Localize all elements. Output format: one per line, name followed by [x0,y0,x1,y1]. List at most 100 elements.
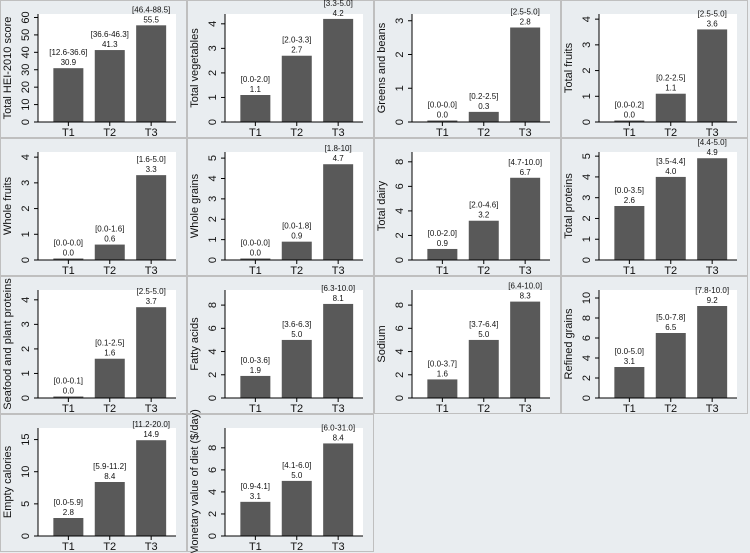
bar [94,50,125,123]
y-tick-label: 4 [394,348,406,354]
value-label: 1.6 [437,369,449,378]
value-label: 4.2 [333,9,345,18]
value-label: 0.0 [250,249,262,258]
bar [53,518,84,536]
range-label: [0.2-2.5] [656,74,685,83]
y-tick-label: 6 [394,183,406,189]
bar [427,248,458,260]
x-tick-label: T1 [623,127,636,139]
y-tick-label: 10 [20,98,32,110]
chart-svg: 0 5 10 15 Empty calories 2.8[0.0-5.9] T1 8.4[5.… [0,414,187,553]
chart-svg: 0 1 2 3 4 Total fruits 0.0[0.0-0.2] T1 1.1[0.2-2… [561,0,748,139]
value-label: 2.8 [63,508,75,517]
range-label: [2.0-4.6] [469,201,498,210]
chart-panel: 0 1 2 3 4 Total vegetables 1.1 [0.0-2.0] T1 2.7 [2… [187,0,374,139]
x-tick-label: T3 [706,127,719,139]
y-tick-label: 3 [207,196,219,202]
chart-svg: 0 1 2 3 4 Whole fruits 0.0[0.0-0.0] T1 0.6[0.0-1… [0,138,187,277]
y-tick-label: 0 [394,395,406,401]
x-tick-label: T3 [706,403,719,415]
y-tick-label: 2 [394,232,406,238]
value-label: 4.0 [665,167,677,176]
value-label: 4.9 [707,148,719,157]
y-tick-label: 4 [581,16,593,22]
chart-svg: 0 1 2 3 4 5 Whole grains 0.0[0.0-0.0] T1 0.9[0.0-… [187,138,374,277]
range-label: [0.0-0.2] [615,101,644,110]
range-label: [2.5-5.0] [697,9,726,18]
y-axis-label: Total dairy [376,180,388,231]
chart-svg: 0 2 4 6 8 Total dairy 0.9[0.0-2.0] T1 3.2[2.0-4.… [374,138,561,277]
value-label: 5.0 [291,471,303,480]
value-label: 2.8 [520,18,532,27]
y-tick-label: 0 [394,119,406,125]
value-label: 1.1 [250,85,262,94]
x-tick-label: T1 [62,127,75,139]
x-tick-label: T1 [623,403,636,415]
chart-panel: 0 2 4 6 8 Monetary value of diet ($/day) 3.1 [0… [187,409,374,553]
bar [281,241,312,260]
bar [510,177,541,260]
chart-panel: 0 1 2 3 4 5 Whole grains 0.0 [0.0-0.0] T1 0.9 [0.0-… [187,138,374,277]
y-tick-label: 2 [581,375,593,381]
bar [53,68,84,122]
x-tick-label: T2 [477,265,490,277]
y-tick-label: 2 [20,206,32,212]
chart-panel: 0 2 4 6 8 Total dairy 0.9 [0.0-2.0] T1 3.2 [2.0-4.… [374,138,561,277]
y-tick-label: 0 [581,257,593,263]
y-tick-label: 5 [581,153,593,159]
y-axis-label: Refined grains [563,308,575,379]
y-tick-label: 4 [581,174,593,180]
x-tick-label: T2 [103,265,116,277]
bar [240,375,271,398]
chart-svg: 0 2 4 6 8 Fatty acids 1.9[0.0-3.6] T1 5.0[3.6-6.… [187,276,374,415]
x-tick-label: T1 [249,403,262,415]
range-label: [5.0-7.8] [656,313,685,322]
y-tick-label: 1 [20,231,32,237]
value-label: 0.9 [437,239,449,248]
range-label: [3.7-6.4] [469,320,498,329]
y-tick-label: 0 [207,257,219,263]
x-tick-label: T3 [332,265,345,277]
y-tick-label: 8 [394,159,406,165]
value-label: 0.3 [478,102,490,111]
x-tick-label: T1 [436,127,449,139]
bar [94,482,125,536]
y-tick-label: 5 [20,501,32,507]
y-tick-label: 4 [581,355,593,361]
x-tick-label: T2 [664,127,677,139]
bar [468,339,499,398]
y-tick-label: 1 [581,93,593,99]
bar [323,164,354,260]
value-label: 0.0 [437,111,449,120]
value-label: 3.1 [624,357,636,366]
y-tick-label: 0 [20,533,32,539]
y-tick-label: 0 [394,257,406,263]
bar [468,111,499,122]
chart-panel: 0 10 20 30 40 50 60 Total HEI-2010 score 30.9 [12… [0,0,187,139]
y-tick-label: 4 [20,154,32,160]
y-tick-label: 3 [394,18,406,24]
y-tick-label: 30 [20,64,32,76]
x-tick-label: T2 [290,541,303,553]
range-label: [36.6-46.3] [91,30,129,39]
y-tick-label: 20 [20,81,32,93]
range-label: [3.5-4.4] [656,157,685,166]
value-label: 14.9 [143,430,159,439]
y-tick-label: 1 [394,85,406,91]
bar [655,93,686,122]
x-tick-label: T3 [519,403,532,415]
value-label: 5.0 [478,330,490,339]
bar [136,25,167,123]
chart-svg: 0 10 20 30 40 50 60 Total HEI-2010 score 30.9[12… [0,0,187,139]
value-label: 8.3 [520,292,532,301]
value-label: 2.7 [291,46,303,55]
y-tick-label: 1 [207,94,219,100]
y-tick-label: 6 [207,467,219,473]
y-tick-label: 10 [581,292,593,304]
bar [697,29,728,122]
value-label: 0.6 [104,235,116,244]
y-tick-label: 8 [394,302,406,308]
range-label: [0.0-3.5] [615,186,644,195]
range-label: [0.0-3.6] [241,356,270,365]
range-label: [46.4-88.5] [132,5,170,14]
